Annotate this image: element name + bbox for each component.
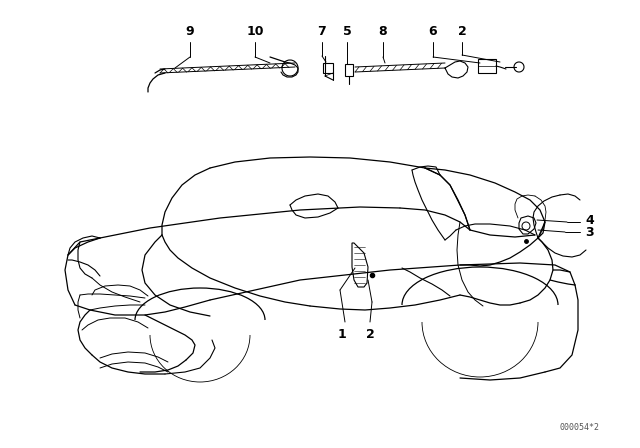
Bar <box>323 63 333 73</box>
Text: 9: 9 <box>186 25 195 38</box>
Text: 2: 2 <box>458 25 467 38</box>
Text: 10: 10 <box>246 25 264 38</box>
Text: 000054*2: 000054*2 <box>560 423 600 432</box>
Text: 2: 2 <box>365 328 374 341</box>
Bar <box>345 64 353 76</box>
Text: 4: 4 <box>585 214 594 227</box>
Text: 5: 5 <box>342 25 351 38</box>
Text: 3: 3 <box>585 225 594 238</box>
Text: 8: 8 <box>379 25 387 38</box>
Text: 6: 6 <box>429 25 437 38</box>
Bar <box>478 59 496 73</box>
Text: 1: 1 <box>338 328 346 341</box>
Text: 7: 7 <box>317 25 326 38</box>
